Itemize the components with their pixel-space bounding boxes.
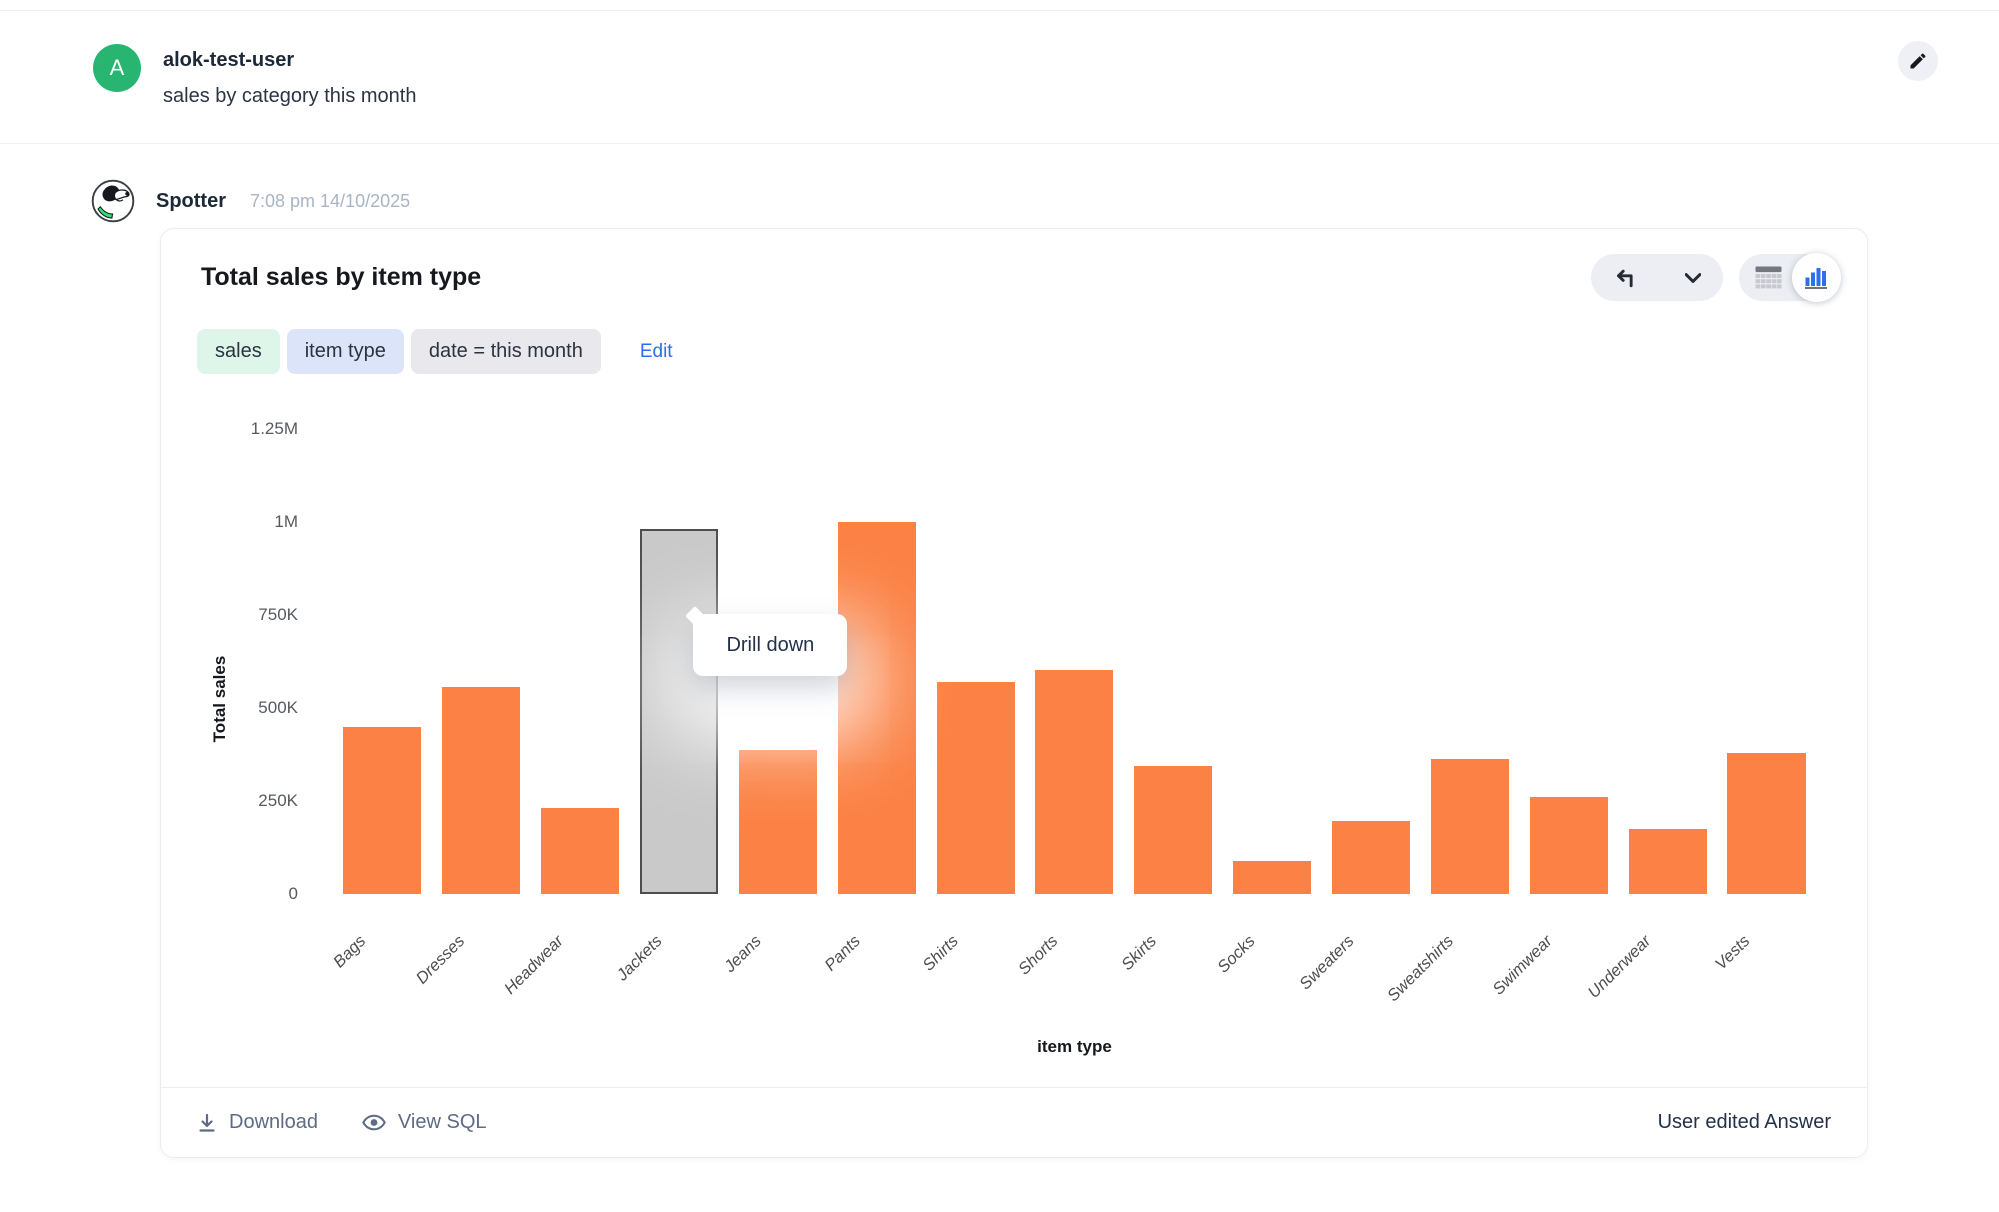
x-tick-label: Headwear xyxy=(500,932,567,998)
y-tick: 250K xyxy=(258,791,298,810)
x-tick-label: Jackets xyxy=(613,932,666,985)
x-tick-label: Skirts xyxy=(1118,932,1161,974)
download-icon xyxy=(199,1113,215,1132)
bar-slot: Sweaters xyxy=(1296,429,1421,993)
bar-slot: Vests xyxy=(1712,429,1816,973)
y-tick: 500K xyxy=(258,698,298,717)
drill-down-menu[interactable]: Drill down xyxy=(685,606,848,677)
answer-card: Total sales by item type xyxy=(160,228,1868,1158)
bar-slot: Pants xyxy=(821,429,926,975)
bar-slot: Jeans xyxy=(721,429,827,976)
user-avatar: A xyxy=(93,44,141,92)
bar-slot: Dresses xyxy=(413,429,531,988)
bar-underwear[interactable] xyxy=(1628,828,1707,894)
user-message-row: A alok-test-user sales by category this … xyxy=(93,44,416,110)
token-filter[interactable]: date = this month xyxy=(410,329,601,374)
bar-slot: Underwear xyxy=(1585,429,1717,1002)
top-divider xyxy=(0,10,1999,11)
edit-message-button[interactable] xyxy=(1898,41,1938,81)
bar-skirts[interactable] xyxy=(1134,765,1213,894)
y-tick: 750K xyxy=(258,605,298,624)
bar-slot: Sweatshirts xyxy=(1384,429,1519,1005)
view-sql-label: View SQL xyxy=(397,1111,487,1133)
pencil-icon xyxy=(1910,53,1926,69)
eye-icon xyxy=(362,1114,386,1131)
x-tick-label: Bags xyxy=(329,932,370,972)
chevron-down-icon[interactable] xyxy=(1685,272,1701,283)
token-attribute[interactable]: item type xyxy=(286,329,404,374)
chart-view-icon xyxy=(1805,268,1827,289)
edit-query-link[interactable]: Edit xyxy=(639,340,673,362)
x-tick-label: Socks xyxy=(1214,932,1259,977)
bot-name: Spotter xyxy=(156,189,226,212)
bar-shorts[interactable] xyxy=(1035,670,1114,894)
bar-slot: Bags xyxy=(330,429,432,971)
bar-slot: Headwear xyxy=(501,429,630,998)
bar-slot: Skirts xyxy=(1118,429,1223,974)
bar-slot: Shorts xyxy=(1015,429,1124,978)
user-message-text: sales by category this month xyxy=(163,85,417,107)
answer-title: Total sales by item type xyxy=(201,263,482,291)
card-controls xyxy=(1591,253,1841,302)
bar-headwear[interactable] xyxy=(541,807,620,894)
bar-swimwear[interactable] xyxy=(1529,796,1608,894)
y-axis-ticks: 1.25M 1M 750K 500K 250K 0 xyxy=(161,419,298,903)
header-divider xyxy=(0,143,1999,144)
chart-view-button[interactable] xyxy=(1792,253,1841,302)
x-tick-label: Shirts xyxy=(919,932,963,975)
bar-pants[interactable] xyxy=(837,522,916,894)
bar-sweaters[interactable] xyxy=(1331,820,1411,894)
y-tick: 1.25M xyxy=(250,419,298,438)
table-view-icon[interactable] xyxy=(1755,266,1782,289)
bar-shirts[interactable] xyxy=(936,681,1015,894)
bar-sweatshirts[interactable] xyxy=(1430,758,1509,894)
bar-vests[interactable] xyxy=(1727,753,1806,894)
plot-area: Bags Dresses Headwear Jackets Jeans Pants Shir… xyxy=(330,429,1816,1005)
download-button[interactable]: Download xyxy=(197,1111,318,1134)
download-label: Download xyxy=(229,1111,318,1133)
view-sql-button[interactable]: View SQL xyxy=(362,1111,487,1134)
token-measure[interactable]: sales xyxy=(197,329,280,374)
y-tick: 0 xyxy=(288,884,298,903)
undo-button[interactable] xyxy=(1591,254,1723,301)
x-tick-label: Sweaters xyxy=(1296,932,1358,994)
view-toggle xyxy=(1739,253,1841,302)
x-tick-label: Dresses xyxy=(412,932,469,988)
undo-icon xyxy=(1617,269,1633,287)
query-tokens: sales item type date = this month Edit xyxy=(197,329,673,374)
bar-slot: Socks xyxy=(1214,429,1322,977)
x-tick-label: Underwear xyxy=(1584,932,1655,1002)
x-tick-label: Vests xyxy=(1711,932,1754,974)
bar-jackets[interactable] xyxy=(639,529,719,894)
bar-slot: Jackets xyxy=(613,429,729,984)
x-tick-label: Swimwear xyxy=(1488,932,1556,999)
user-name: alok-test-user xyxy=(163,49,295,71)
card-footer: Download View SQL User edited Answer xyxy=(161,1087,1867,1157)
bar-socks[interactable] xyxy=(1233,860,1312,894)
bar-slot: Shirts xyxy=(920,429,1025,975)
bars: Bags Dresses Headwear Jackets Jeans Pants Shir… xyxy=(330,429,1816,1005)
x-tick-label: Pants xyxy=(820,932,864,975)
y-tick: 1M xyxy=(274,512,298,531)
drill-down-option[interactable]: Drill down xyxy=(726,633,815,656)
bar-dresses[interactable] xyxy=(442,687,521,894)
x-tick-label: Sweatshirts xyxy=(1383,932,1457,1006)
bot-timestamp: 7:08 pm 14/10/2025 xyxy=(250,190,411,211)
bar-slot: Swimwear xyxy=(1489,429,1618,999)
x-tick-label: Jeans xyxy=(720,932,765,976)
user-edited-status: User edited Answer xyxy=(1657,1111,1831,1133)
bar-jeans[interactable] xyxy=(738,750,817,894)
spotter-logo xyxy=(91,179,135,223)
bar-bags[interactable] xyxy=(343,726,422,894)
x-axis-title: item type xyxy=(1037,1037,1112,1056)
x-tick-label: Shorts xyxy=(1014,932,1062,979)
bot-message-row: Spotter 7:08 pm 14/10/2025 xyxy=(90,178,410,224)
